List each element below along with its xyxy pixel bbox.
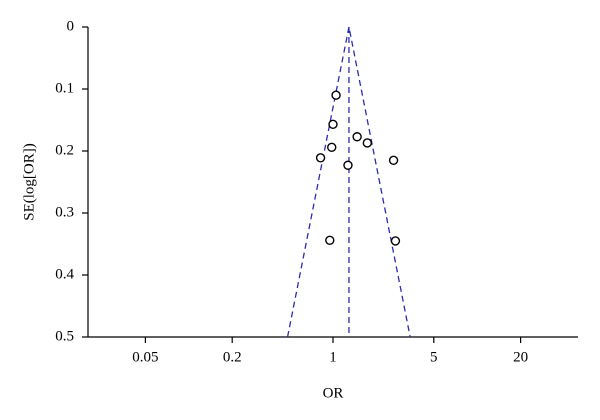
x-tick-label: 1 xyxy=(329,349,337,365)
funnel-line xyxy=(286,26,411,338)
y-tick-label: 0.4 xyxy=(55,266,74,282)
y-tick-label: 0.2 xyxy=(55,142,74,158)
data-point xyxy=(390,236,401,246)
x-tick-label: 5 xyxy=(430,349,438,365)
y-axis-label: SE(log[OR]) xyxy=(21,143,37,221)
data-point xyxy=(362,138,373,148)
x-tick-label: 0.2 xyxy=(223,349,242,365)
data-point xyxy=(327,142,337,152)
data-point xyxy=(352,132,362,142)
data-point xyxy=(388,155,399,166)
data-point xyxy=(328,119,338,130)
y-tick-label: 0.1 xyxy=(55,80,74,96)
data-point xyxy=(325,235,335,245)
y-tick-label: 0.3 xyxy=(55,204,74,220)
x-tick-label: 0.05 xyxy=(132,349,158,365)
data-point xyxy=(315,153,326,163)
data-point xyxy=(331,90,341,100)
y-tick-label: 0.5 xyxy=(55,328,74,344)
y-tick-label: 0 xyxy=(67,18,75,34)
data-point xyxy=(343,160,353,170)
x-axis-label: OR xyxy=(323,385,344,401)
x-tick-label: 20 xyxy=(513,349,528,365)
